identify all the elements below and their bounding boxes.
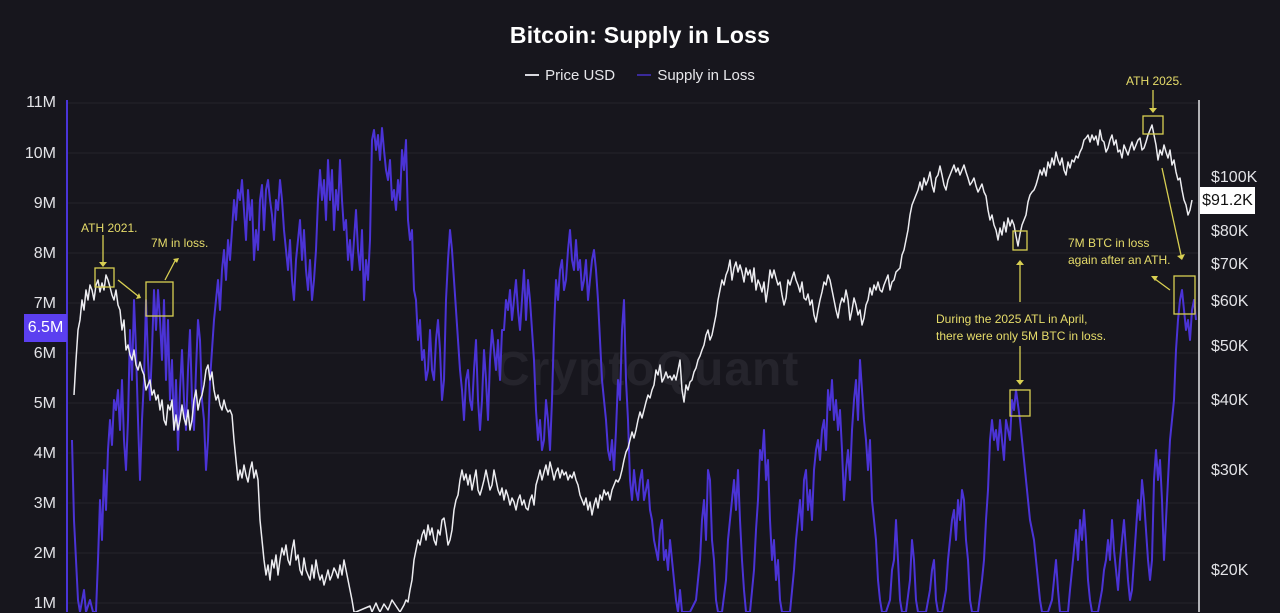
- right-tick-50k: $50K: [1211, 338, 1249, 355]
- left-tick-5m: 5M: [33, 395, 56, 412]
- left-tick-4m: 4M: [33, 445, 56, 462]
- left-tick-8m: 8M: [33, 245, 56, 262]
- legend-label-supply: Supply in Loss: [657, 66, 755, 84]
- right-tick-100k: $100K: [1211, 169, 1258, 186]
- annotation-atl-2025: During the 2025 ATL in April, there were…: [936, 311, 1106, 345]
- right-tick-60k: $60K: [1211, 293, 1249, 310]
- annotation-7m-in-loss: 7M in loss.: [151, 236, 209, 250]
- grid-lines: [68, 102, 1198, 604]
- chart-title: Bitcoin: Supply in Loss: [509, 22, 771, 48]
- legend-label-price: Price USD: [545, 66, 616, 84]
- price-line-swatch-icon: [525, 74, 540, 76]
- left-tick-10m: 10M: [24, 145, 56, 162]
- left-tick-7m: 7M: [33, 295, 56, 312]
- legend-item-supply[interactable]: Supply in Loss: [637, 67, 755, 84]
- current-supply-badge: 6.5M: [24, 314, 67, 342]
- watermark: CryptoQuant: [495, 343, 800, 396]
- annotation-ath-2021: ATH 2021.: [81, 221, 138, 235]
- left-tick-2m: 2M: [33, 545, 56, 562]
- current-price-badge: $91.2K: [1200, 187, 1255, 214]
- right-tick-80k: $80K: [1211, 223, 1249, 240]
- left-tick-1m: 1M: [33, 595, 56, 612]
- annotation-7m-again-line2: again after an ATH.: [1068, 253, 1171, 267]
- annotation-7m-again-line1: 7M BTC in loss: [1068, 236, 1150, 250]
- annotation-atl-2025-line1: During the 2025 ATL in April,: [936, 312, 1088, 326]
- supply-in-loss-line: [71, 127, 1197, 612]
- right-tick-70k: $70K: [1211, 256, 1249, 273]
- right-tick-20k: $20K: [1211, 562, 1249, 579]
- right-tick-30k: $30K: [1211, 462, 1249, 479]
- annotation-ath-2025: ATH 2025.: [1126, 74, 1183, 88]
- legend-item-price[interactable]: Price USD: [525, 67, 615, 84]
- annotation-shapes: [94, 90, 1196, 417]
- left-tick-6m: 6M: [33, 345, 56, 362]
- supply-line-swatch-icon: [637, 74, 652, 76]
- left-tick-3m: 3M: [33, 495, 56, 512]
- chart-legend: Price USD Supply in Loss: [0, 63, 1280, 84]
- left-tick-9m: 9M: [33, 195, 56, 212]
- annotation-7m-again: 7M BTC in loss again after an ATH.: [1068, 235, 1171, 269]
- annotation-atl-2025-line2: there were only 5M BTC in loss.: [936, 329, 1107, 343]
- price-usd-line: [73, 124, 1193, 612]
- right-tick-40k: $40K: [1211, 392, 1249, 409]
- left-tick-11m: 11M: [26, 94, 56, 111]
